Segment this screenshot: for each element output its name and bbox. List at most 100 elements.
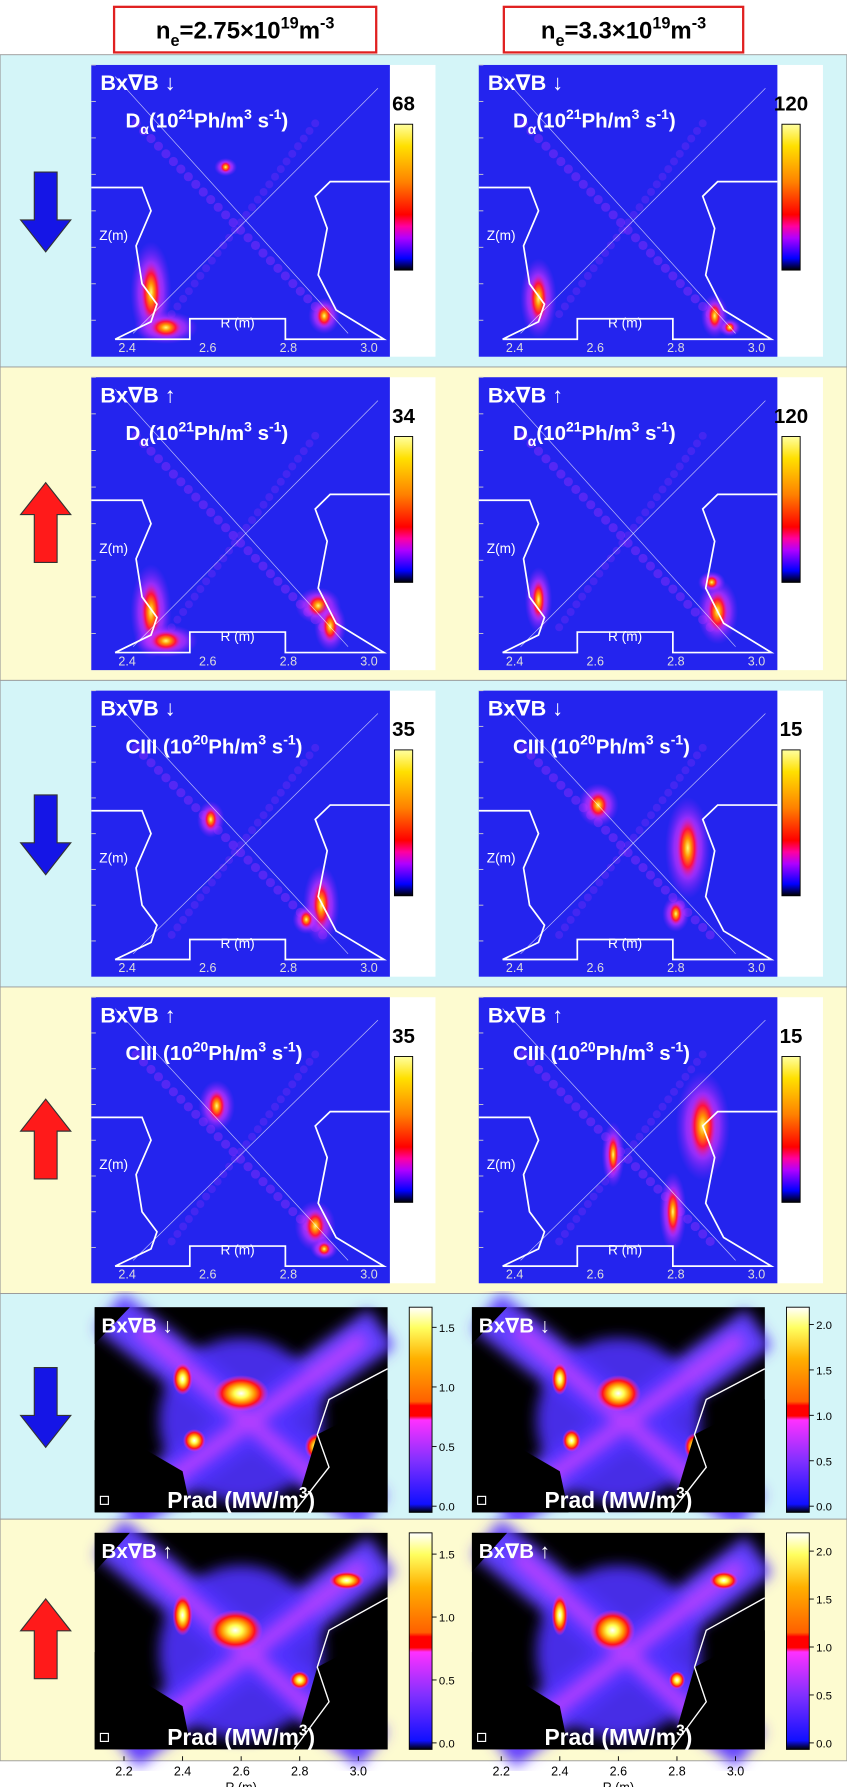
emission-spot: [282, 1087, 291, 1096]
text-segment: Ph/m: [596, 1042, 646, 1065]
emission-spot: [664, 477, 673, 486]
emission-spot: [652, 1110, 661, 1119]
emission-spot: [265, 493, 274, 502]
emission-spot: [526, 126, 536, 136]
scale-max: 35: [392, 1025, 415, 1048]
text-segment: CIII (10: [125, 1042, 192, 1065]
emission-peak: [676, 816, 700, 880]
emission-spot: [179, 608, 188, 616]
text-segment: 21: [179, 106, 195, 122]
emission-spot: [571, 1102, 581, 1112]
vessel-wall: [293, 1597, 388, 1750]
text-segment: -1: [283, 1038, 296, 1054]
emission-spot: [675, 592, 685, 602]
emission-spot: [250, 1169, 261, 1179]
panel-label: Bx∇B ↓: [102, 1314, 173, 1337]
direction-arrow: [19, 1098, 72, 1180]
emission-spot: [303, 294, 313, 304]
emission-spot: [248, 1132, 257, 1141]
emission-spot: [652, 803, 661, 812]
text-segment: 3: [646, 1038, 654, 1054]
emission-spot: [219, 1170, 228, 1179]
text-segment: α: [528, 121, 537, 137]
plot-area: [91, 997, 390, 1284]
x-tick-label: 2.4: [506, 1268, 523, 1282]
scale-max: 15: [780, 718, 803, 741]
text-segment: -1: [657, 418, 670, 434]
emission-spot: [242, 210, 251, 219]
text-segment: 21: [566, 106, 582, 122]
emission-spot: [556, 469, 566, 479]
emission-spot: [219, 554, 228, 563]
sightline: [132, 1019, 379, 1261]
emission-spot: [630, 1162, 641, 1172]
emission-spot: [578, 592, 587, 601]
vessel-wall: [91, 804, 390, 961]
emission-spot: [265, 180, 274, 189]
emission-spot: [243, 1162, 253, 1172]
emission-spot: [645, 870, 656, 880]
text-segment: e: [555, 32, 564, 50]
emission-spot: [635, 203, 644, 212]
emission-spot: [578, 1207, 587, 1216]
emission-spot: [176, 164, 186, 174]
emission-spot: [606, 554, 615, 563]
emission-spot: [131, 743, 141, 753]
text-segment: 3: [646, 732, 654, 748]
text-segment: ): [683, 1042, 690, 1065]
emission-spot: [196, 585, 205, 594]
emission-spot: [248, 203, 257, 212]
text-segment: ): [685, 1487, 693, 1513]
x-tick-label: 2.6: [587, 1268, 604, 1282]
emission-spot: [258, 1177, 268, 1187]
emission-map: [130, 118, 341, 344]
emission-spot: [690, 294, 700, 304]
text-segment: D: [125, 110, 140, 133]
emission-spot: [295, 286, 305, 296]
emission-spot: [184, 1215, 193, 1224]
emission-spot: [618, 226, 627, 235]
emission-spot: [698, 1050, 707, 1059]
emission-spot: [250, 862, 261, 873]
emission-spot: [687, 758, 696, 767]
sightline: [132, 88, 379, 334]
text-segment: Prad (MW/m: [167, 1724, 299, 1750]
emission-spot: [202, 1192, 211, 1201]
emission-spot: [681, 766, 690, 775]
text-segment: 3: [244, 418, 252, 434]
x-axis-label: R (m): [608, 1243, 642, 1258]
density-label: ne=2.75×1019m-3: [156, 15, 335, 50]
text-segment: ): [296, 735, 303, 758]
text-segment: D: [513, 110, 528, 133]
emission-spot: [179, 1222, 188, 1231]
emission-spot: [658, 796, 667, 805]
emission-spot: [288, 278, 298, 289]
emission-spot: [259, 811, 268, 820]
emission-spot: [280, 1199, 290, 1209]
x-axis-label: R (m): [221, 629, 255, 644]
emission-spot: [681, 142, 690, 151]
y-axis-label: Z(m): [487, 228, 516, 243]
emission-spot: [578, 1109, 588, 1119]
emission-spot: [572, 908, 581, 917]
vessel-corner: [94, 1307, 388, 1513]
emission-spot: [589, 886, 598, 894]
emission-spot: [586, 187, 596, 197]
emission-spot: [675, 149, 684, 158]
emission-spot: [179, 294, 188, 303]
emission-spot: [541, 1072, 551, 1082]
emission-spot: [271, 485, 280, 494]
vessel-corner: [94, 1532, 388, 1750]
emission-spot: [311, 743, 320, 752]
emission-spot: [664, 165, 673, 174]
vessel-wall: [91, 493, 390, 654]
emission-spot: [276, 788, 285, 797]
emission-spot: [572, 287, 581, 296]
x-tick-label: 2.4: [551, 1765, 568, 1779]
emission-spot: [653, 569, 663, 579]
emission-spot: [556, 780, 566, 790]
radiation-peak: [183, 1429, 206, 1452]
emission-spot: [273, 263, 283, 273]
emission-spot: [578, 279, 587, 288]
emission-spot: [664, 788, 673, 797]
